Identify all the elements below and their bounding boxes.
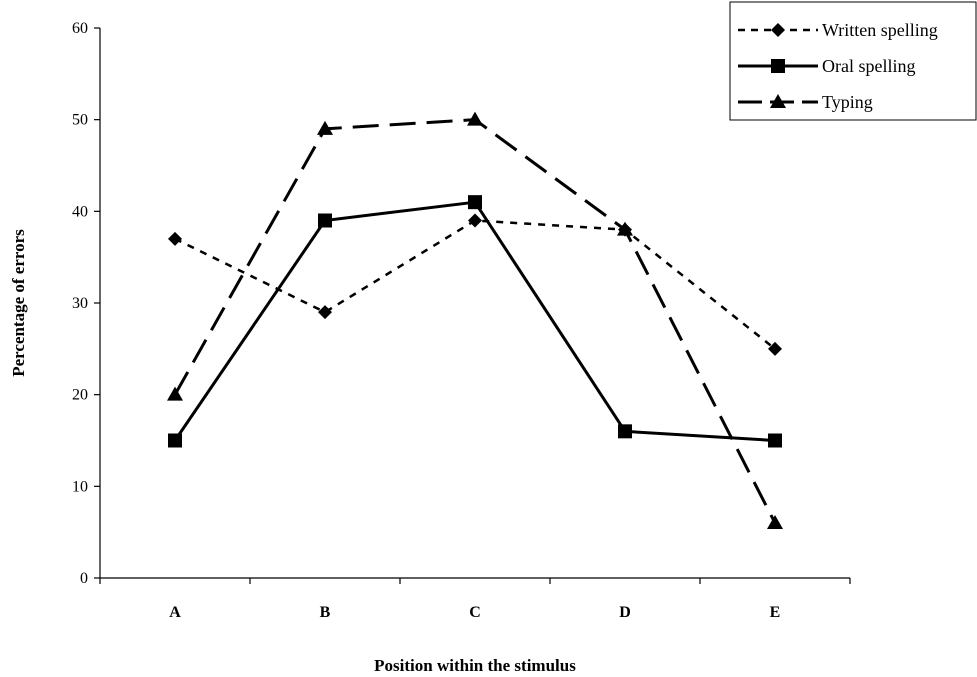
data-point-triangle <box>167 386 183 401</box>
legend-entry: Typing <box>738 92 873 112</box>
data-point-square <box>468 195 482 210</box>
legend: Written spelling Oral spelling Typing <box>729 1 977 121</box>
x-ticks: A B C D E <box>99 578 851 621</box>
series-typing <box>167 111 783 529</box>
y-tick-label: 0 <box>80 570 88 587</box>
legend-label: Oral spelling <box>822 56 915 76</box>
x-tick-label: A <box>169 604 181 621</box>
legend-marker-diamond <box>771 23 785 37</box>
legend-label: Typing <box>822 92 873 112</box>
legend-marker-square <box>771 59 785 73</box>
series-written-spelling <box>168 213 782 356</box>
legend-entry: Oral spelling <box>738 56 915 76</box>
data-point-triangle <box>767 515 783 529</box>
x-tick-label: B <box>320 604 331 621</box>
x-tick-label: D <box>619 604 631 621</box>
legend-entry: Written spelling <box>738 20 938 40</box>
series-oral-spelling <box>168 195 782 448</box>
x-axis-title: Position within the stimulus <box>374 656 576 675</box>
data-point-diamond <box>768 341 782 356</box>
legend-marker-triangle <box>770 94 786 108</box>
data-point-triangle <box>617 221 633 236</box>
y-tick-label: 10 <box>72 478 88 495</box>
data-point-diamond <box>468 213 482 228</box>
data-point-triangle <box>467 111 483 126</box>
series-line <box>173 118 777 524</box>
y-tick-label: 50 <box>72 112 88 129</box>
y-tick-label: 40 <box>72 203 88 220</box>
data-point-triangle <box>317 120 333 135</box>
y-tick-label: 20 <box>72 387 88 404</box>
data-point-square <box>168 433 182 448</box>
x-tick-label: C <box>469 604 481 621</box>
series-layer <box>167 111 783 529</box>
data-point-diamond <box>168 231 182 246</box>
series-line <box>174 219 776 350</box>
y-tick-label: 30 <box>72 295 88 312</box>
data-point-square <box>768 433 782 448</box>
data-point-square <box>618 424 632 439</box>
y-tick-label: 60 <box>72 20 88 37</box>
y-axis-title: Percentage of errors <box>9 229 28 377</box>
legend-label: Written spelling <box>822 20 938 40</box>
data-point-square <box>318 213 332 228</box>
series-line <box>173 200 776 442</box>
data-point-diamond <box>318 305 332 320</box>
x-tick-label: E <box>770 604 781 621</box>
y-ticks: 0 10 20 30 40 50 60 <box>72 20 100 587</box>
